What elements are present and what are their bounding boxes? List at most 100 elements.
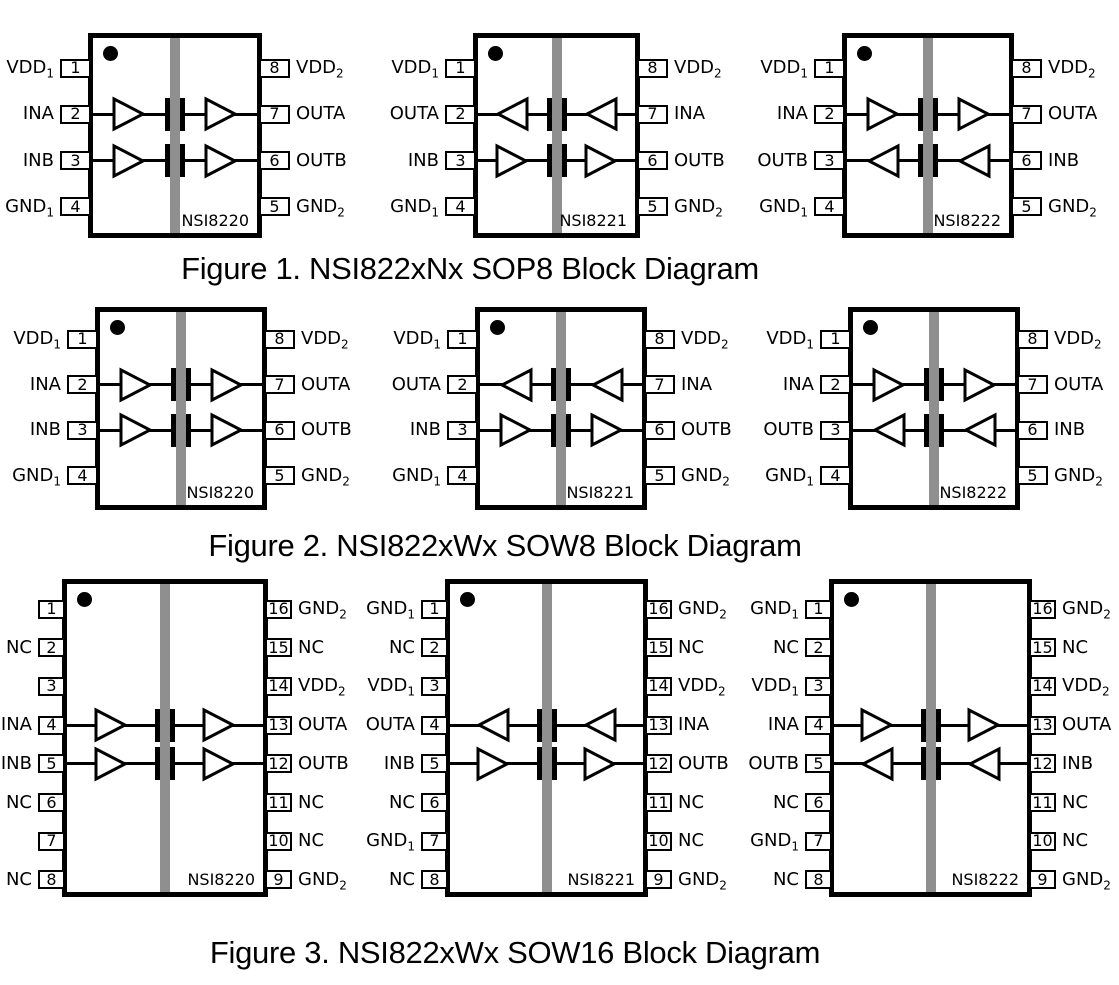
pin-label: INA: [674, 102, 834, 126]
pin-label: NC: [1062, 829, 1119, 853]
pin-label: OUTB: [648, 149, 808, 173]
pin-box-8: 8: [264, 329, 295, 349]
pin-label-text: OUTA: [365, 714, 415, 736]
pin-label-text: INA: [29, 373, 61, 395]
pin-number: 3: [46, 676, 57, 696]
barrier-cap: [561, 144, 567, 178]
pin-number: 4: [429, 715, 440, 735]
barrier-cap: [933, 144, 938, 178]
pin-label: INB: [0, 149, 54, 173]
pin-number: 3: [813, 676, 824, 696]
pin-label-text: VDD: [674, 57, 715, 78]
pin-label: INB: [279, 149, 439, 173]
pin-number: 11: [648, 792, 669, 812]
pin-label-text: VDD: [298, 675, 339, 697]
pin-label-subscript: 1: [407, 684, 415, 699]
buffer-symbol-right: [202, 746, 236, 782]
pin-number: 12: [268, 753, 289, 773]
pin-label-text: VDD: [678, 675, 719, 697]
pin-label-subscript: 2: [1094, 337, 1102, 352]
buffer-symbol-right: [872, 367, 906, 403]
barrier-cap: [186, 413, 191, 447]
buffer-symbol-right: [957, 96, 991, 132]
pin-label: INA: [681, 373, 841, 397]
pin-box-16: 16: [645, 599, 672, 619]
pin-label: GND1: [639, 597, 799, 621]
pin-label: INB: [281, 418, 441, 442]
pin-label: INB: [0, 752, 32, 776]
chip-outline: [88, 33, 262, 238]
pin-number: 3: [457, 420, 468, 440]
pin-label: GND1: [0, 464, 61, 488]
pin-label-text: VDD: [1048, 57, 1089, 78]
pin-label: NC: [298, 829, 458, 853]
pin-number: 10: [268, 831, 289, 851]
pin-label-subscript: 1: [791, 839, 799, 854]
pin-label-subscript: 2: [721, 337, 729, 352]
isolation-barrier: [923, 37, 933, 234]
pin-box-5: 5: [1011, 197, 1042, 217]
pin-label: OUTA: [298, 713, 458, 737]
pin-label-text: VDD: [6, 57, 47, 78]
chip-outline: [473, 33, 640, 238]
pin-label: OUTB: [678, 752, 838, 776]
buffer-symbol-right: [204, 96, 238, 132]
pin-label-text: NC: [772, 868, 799, 890]
pin-label: INB: [1054, 418, 1119, 442]
pin-number: 8: [654, 329, 665, 348]
barrier-cap: [551, 708, 557, 742]
pin-number: 14: [648, 676, 669, 696]
pin-box-15: 15: [1029, 638, 1056, 658]
pin-number: 1: [429, 599, 440, 618]
pin-label: NC: [255, 868, 415, 892]
chip-name-label: NSI8222: [933, 211, 1001, 230]
pin-label: GND2: [1054, 464, 1119, 488]
pin-box-6: 6: [38, 793, 65, 812]
pin-label-text: GND: [298, 868, 340, 890]
buffer-symbol-left: [956, 143, 990, 179]
pin-label-text: INB: [409, 419, 441, 441]
barrier-cap: [180, 144, 185, 178]
pin-label-text: NC: [772, 636, 799, 658]
pin-label-subscript: 2: [1103, 878, 1111, 893]
pin-number: 3: [830, 420, 841, 440]
pin-label-text: OUTA: [391, 373, 441, 395]
pin-box-6: 6: [805, 793, 832, 812]
barrier-cap: [920, 747, 926, 781]
chip-outline: [829, 579, 1032, 897]
pin-number: 14: [1032, 676, 1053, 696]
pin-label-text: INA: [681, 373, 713, 395]
figure-3-caption: Figure 3. NSI822xWx SOW16 Block Diagram: [209, 935, 821, 970]
barrier-cap: [551, 413, 556, 447]
pin-number: 7: [813, 831, 824, 851]
pin-box-6: 6: [421, 793, 448, 812]
pin-label-subscript: 2: [341, 337, 349, 352]
barrier-cap: [939, 413, 944, 447]
pin-number: 13: [648, 715, 669, 735]
pin-label-text: OUTB: [301, 419, 352, 441]
pin-box-13: 13: [265, 715, 292, 735]
pin-box-7: 7: [421, 831, 448, 851]
buffer-symbol-left: [962, 412, 996, 448]
pin-label: NC: [639, 791, 799, 815]
pin-box-4: 4: [67, 466, 98, 486]
pin-number: 5: [274, 465, 285, 485]
pin-label: GND1: [281, 464, 441, 488]
barrier-cap: [165, 97, 170, 131]
pin-label-text: GND: [681, 464, 723, 486]
pin-number: 6: [274, 420, 285, 440]
buffer-symbol-right: [499, 412, 533, 448]
pin-label: NC: [0, 791, 32, 815]
pin-number: 9: [653, 869, 664, 889]
pin-label: VDD2: [1062, 674, 1119, 698]
pin-label-text: OUTB: [298, 752, 349, 774]
pin-box-10: 10: [645, 831, 672, 851]
pin-label-text: VDD: [301, 328, 342, 349]
pin-number: 11: [1032, 792, 1053, 812]
pin-label-text: GND: [678, 598, 720, 619]
pin-label-subscript: 1: [800, 66, 808, 81]
pin-box-1: 1: [805, 599, 832, 619]
pin-box-1: 1: [38, 599, 65, 619]
pin-number: 2: [429, 637, 440, 657]
